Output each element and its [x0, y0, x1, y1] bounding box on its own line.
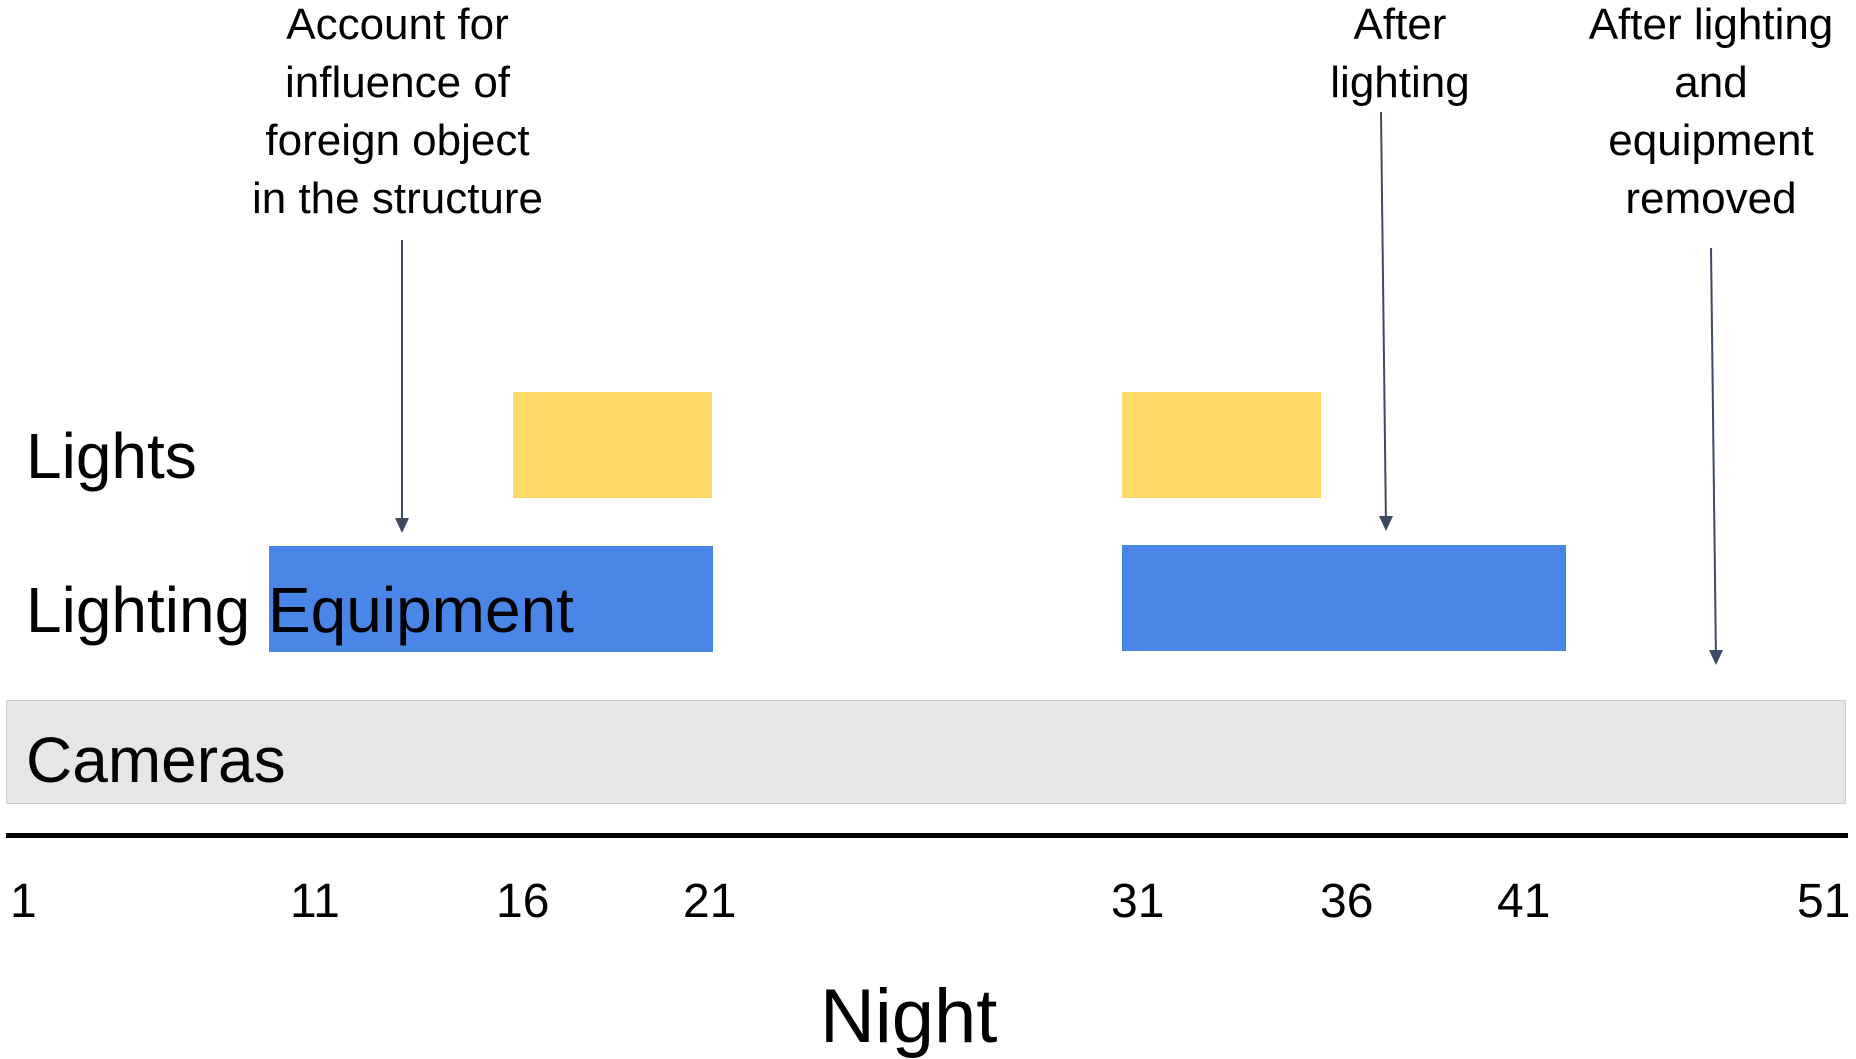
- tick-label-41: 41: [1497, 875, 1551, 928]
- annotation-foreign-object: Account for influence of foreign object …: [160, 0, 635, 228]
- axis-title: Night: [820, 974, 998, 1059]
- tick-label-1: 1: [10, 875, 37, 928]
- annotation-after-lighting: After lighting: [1240, 0, 1560, 112]
- annotation-line: After lighting: [1588, 0, 1834, 49]
- annotation-line: and: [1674, 58, 1748, 107]
- annotation-line: foreign object: [265, 116, 530, 165]
- annotation-line: influence of: [284, 58, 511, 107]
- tick-label-16: 16: [496, 875, 550, 928]
- row-label-lighting: Lighting: [26, 574, 251, 646]
- arrow-after-removed: [1710, 247, 1717, 663]
- annotation-line: in the structure: [251, 174, 544, 223]
- tick-label-36: 36: [1320, 875, 1374, 928]
- cameras-bar: [6, 700, 1846, 804]
- row-label-cameras: Cameras: [26, 724, 286, 796]
- annotation-line: After: [1353, 0, 1447, 49]
- annotation-line: equipment: [1608, 116, 1814, 165]
- tick-label-51: 51: [1797, 875, 1851, 928]
- lights-bar-2: [1122, 392, 1321, 498]
- lighting-equipment-bar-1: [269, 546, 713, 652]
- annotation-line: removed: [1625, 174, 1797, 223]
- lights-bar-1: [513, 392, 712, 498]
- tick-label-31: 31: [1111, 875, 1165, 928]
- tick-label-21: 21: [683, 875, 737, 928]
- arrowhead-after-lighting: [1379, 516, 1393, 531]
- arrow-after-lighting: [1380, 111, 1387, 529]
- arrowhead-after-removed: [1709, 650, 1723, 665]
- tick-label-11: 11: [290, 875, 340, 928]
- arrowhead-foreign-object: [395, 518, 409, 533]
- row-label-lights: Lights: [26, 420, 197, 492]
- annotation-line: Account for: [286, 0, 509, 49]
- annotation-line: lighting: [1330, 58, 1470, 107]
- row-label-equipment: Equipment: [267, 574, 574, 646]
- lighting-equipment-bar-2: [1122, 545, 1566, 651]
- axis-line: [6, 833, 1848, 838]
- row-label-lighting-equipment: Lighting Equipment: [26, 574, 574, 646]
- annotation-after-removed: After lighting and equipment removed: [1566, 0, 1856, 228]
